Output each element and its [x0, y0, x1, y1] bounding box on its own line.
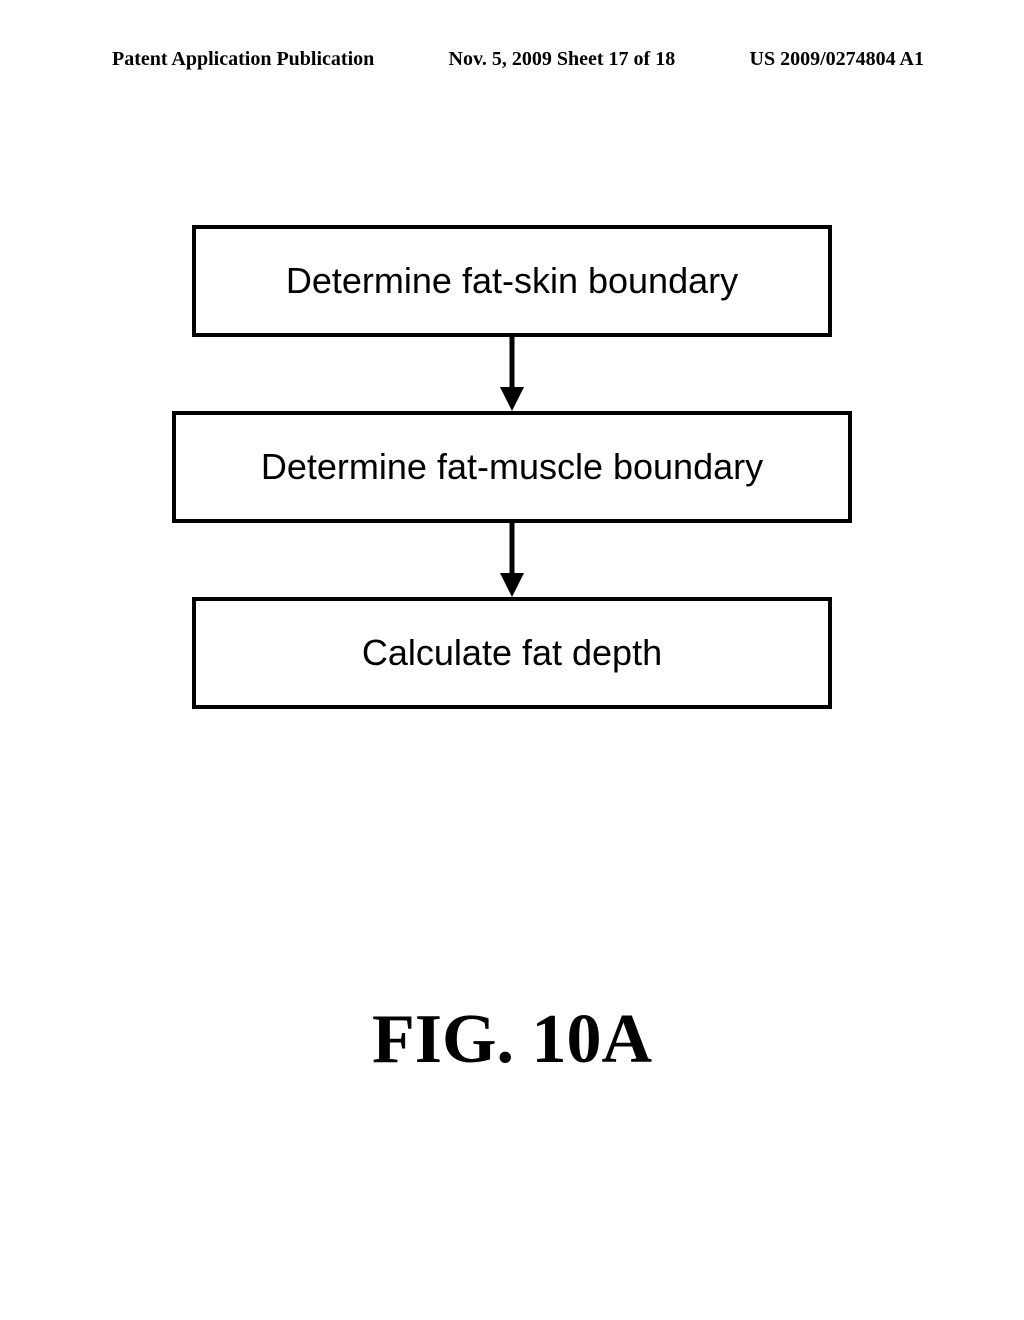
flowchart-node-1: Determine fat-skin boundary	[192, 225, 832, 337]
figure-label: FIG. 10A	[0, 1000, 1024, 1080]
flowchart: Determine fat-skin boundary Determine fa…	[152, 225, 872, 709]
arrow-down-icon	[492, 337, 532, 411]
page-header: Patent Application Publication Nov. 5, 2…	[112, 48, 924, 71]
arrow-down-icon	[492, 523, 532, 597]
flowchart-node-2: Determine fat-muscle boundary	[172, 411, 852, 523]
flowchart-node-3-label: Calculate fat depth	[362, 632, 662, 674]
flowchart-node-1-label: Determine fat-skin boundary	[286, 260, 738, 302]
flowchart-node-2-label: Determine fat-muscle boundary	[261, 446, 763, 488]
flowchart-node-3: Calculate fat depth	[192, 597, 832, 709]
flowchart-arrow-2	[511, 523, 513, 597]
header-right: US 2009/0274804 A1	[750, 48, 924, 71]
page: Patent Application Publication Nov. 5, 2…	[0, 0, 1024, 1320]
header-left: Patent Application Publication	[112, 48, 374, 71]
flowchart-arrow-1	[511, 337, 513, 411]
header-center: Nov. 5, 2009 Sheet 17 of 18	[449, 48, 676, 71]
